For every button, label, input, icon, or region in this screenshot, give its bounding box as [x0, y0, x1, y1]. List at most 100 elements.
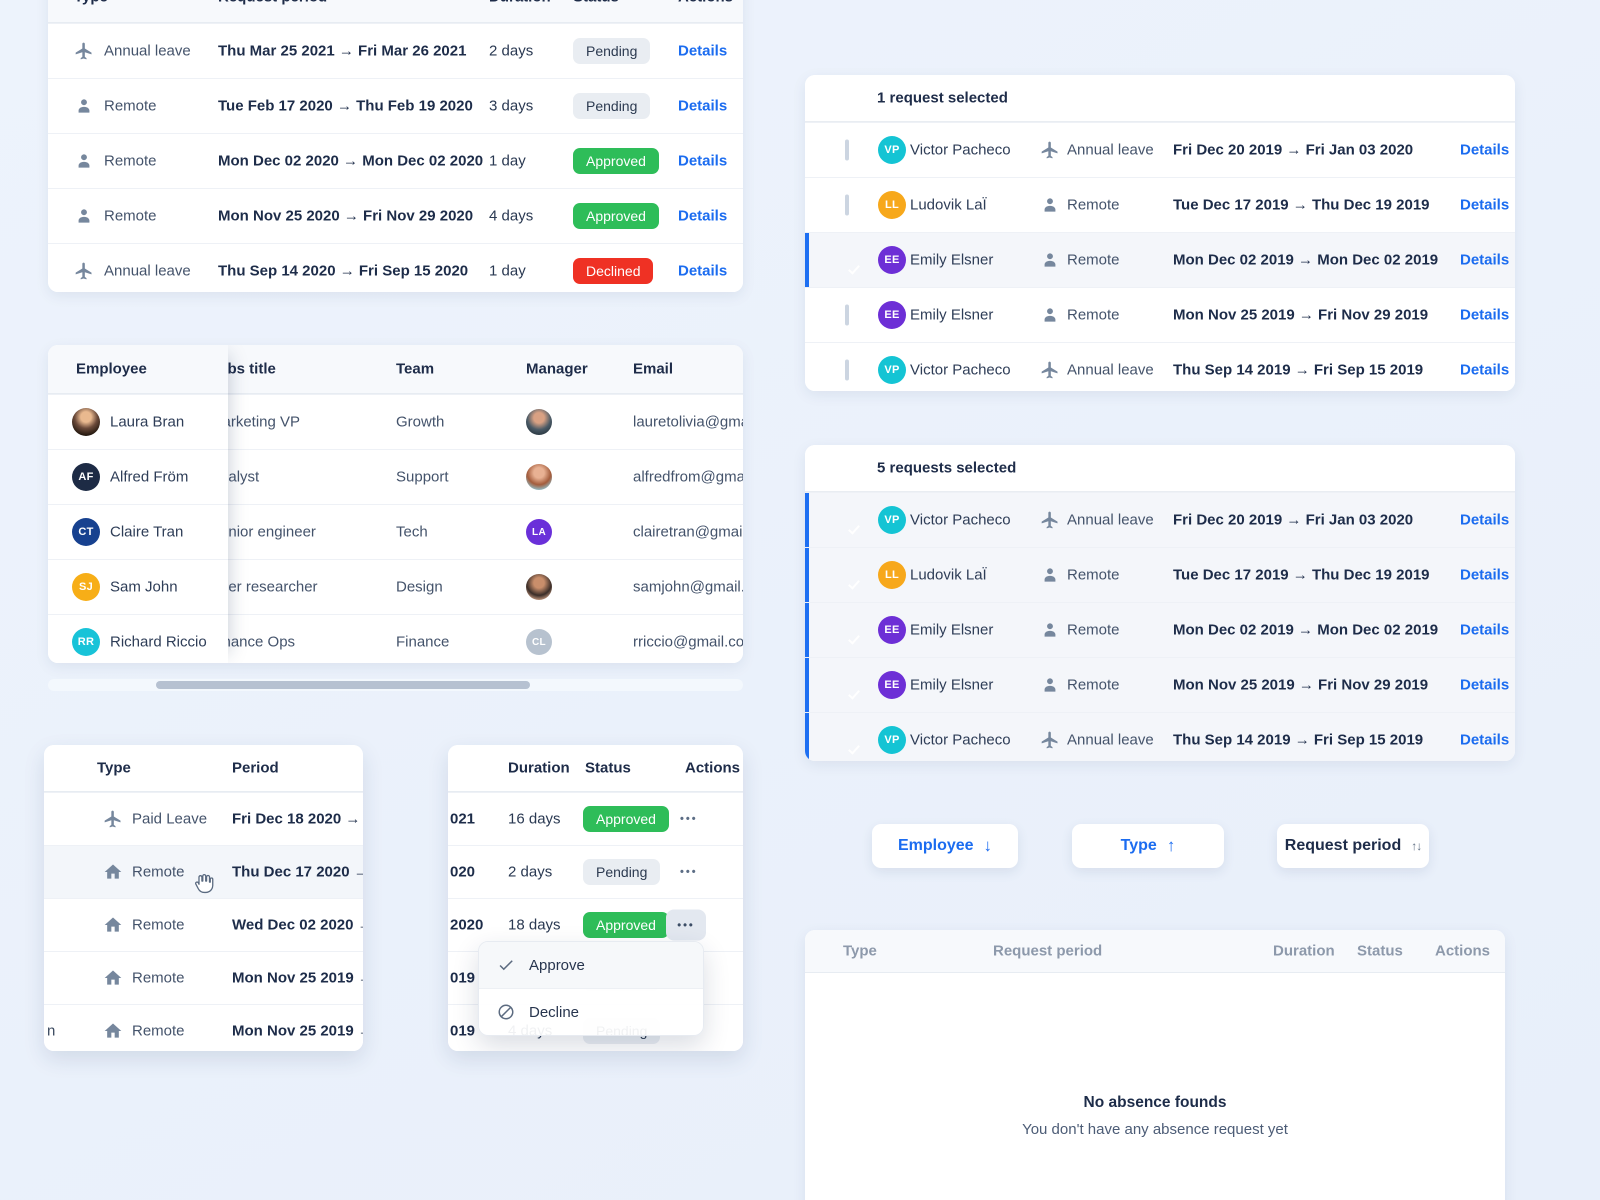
- details-link[interactable]: Details: [1460, 306, 1510, 324]
- period-value: Tue Feb 17 2020 → Thu Feb 19 2020: [218, 97, 473, 115]
- details-link[interactable]: Details: [678, 42, 728, 60]
- period-value: Mon Nov 25 2019 →: [232, 1022, 363, 1040]
- selection-count-label: 1 request selected: [877, 89, 1008, 107]
- sort-button-request-period[interactable]: Request period ↑↓: [1277, 824, 1429, 868]
- status-badge: Pending: [573, 93, 651, 119]
- details-link[interactable]: Details: [1460, 511, 1510, 529]
- job-title: Finance Ops: [210, 633, 296, 651]
- table-row-selected[interactable]: EE Emily Elsner Remote Mon Nov 25 2019 →…: [805, 657, 1515, 712]
- sort-button-employee[interactable]: Employee ↓: [872, 824, 1018, 868]
- type-label: Annual leave: [1067, 141, 1154, 159]
- column-header-manager[interactable]: Manager: [526, 360, 588, 378]
- row-checkbox[interactable]: [845, 304, 849, 326]
- status-badge: Declined: [573, 258, 654, 284]
- menu-item-approve[interactable]: Approve: [479, 942, 703, 989]
- table-row[interactable]: Remote Mon Nov 25 2020 → Fri Nov 29 2020…: [48, 188, 743, 243]
- details-link[interactable]: Details: [678, 97, 728, 115]
- period-value: Mon Nov 25 2019 → Fri Nov 29 2019: [1173, 306, 1429, 324]
- more-actions-button-active[interactable]: •••: [666, 909, 706, 941]
- table-row[interactable]: Remote Mon Nov 25 2019 →: [44, 951, 363, 1004]
- duration-value: 2 days: [489, 42, 534, 60]
- details-link[interactable]: Details: [678, 152, 728, 170]
- column-header-status[interactable]: Status: [573, 0, 619, 6]
- table-row-selected[interactable]: EE Emily Elsner Remote Mon Dec 02 2019 →…: [805, 602, 1515, 657]
- home-icon: [103, 968, 123, 988]
- employee-avatar: RR: [72, 628, 100, 656]
- row-checkbox[interactable]: [845, 194, 849, 216]
- column-header-type[interactable]: Type: [843, 942, 877, 960]
- table-row[interactable]: VP Victor Pacheco Annual leave Fri Dec 2…: [805, 122, 1515, 177]
- column-header-type[interactable]: Type: [97, 759, 131, 777]
- details-link[interactable]: Details: [1460, 566, 1510, 584]
- table-row[interactable]: Paid Leave Fri Dec 18 2020 → S: [44, 792, 363, 845]
- more-actions-button[interactable]: •••: [680, 813, 698, 825]
- row-checkbox[interactable]: [845, 139, 849, 161]
- table-row[interactable]: 020 2 days Pending •••: [448, 845, 743, 898]
- table-row[interactable]: LL Ludovik LaÏ Remote Tue Dec 17 2019 → …: [805, 177, 1515, 232]
- table-row[interactable]: Remote Tue Feb 17 2020 → Thu Feb 19 2020…: [48, 78, 743, 133]
- column-header-period[interactable]: Request period: [218, 0, 327, 6]
- plane-icon: [74, 41, 94, 61]
- column-header-duration[interactable]: Duration: [508, 759, 570, 777]
- details-link[interactable]: Details: [678, 262, 728, 280]
- sort-button-type[interactable]: Type ↑: [1072, 824, 1224, 868]
- table-row[interactable]: Annual leave Thu Mar 25 2021 → Fri Mar 2…: [48, 23, 743, 78]
- employee-name: Victor Pacheco: [910, 141, 1011, 159]
- table-row-selected[interactable]: VP Victor Pacheco Annual leave Thu Sep 1…: [805, 712, 1515, 761]
- details-link[interactable]: Details: [1460, 676, 1510, 694]
- details-link[interactable]: Details: [1460, 251, 1510, 269]
- details-link[interactable]: Details: [1460, 196, 1510, 214]
- column-header-team[interactable]: Team: [396, 360, 435, 378]
- column-header-actions: Actions: [1435, 942, 1491, 960]
- plane-icon: [74, 261, 94, 281]
- column-header-duration[interactable]: Duration: [489, 0, 551, 6]
- table-row-selected[interactable]: VP Victor Pacheco Annual leave Fri Dec 2…: [805, 492, 1515, 547]
- row-checkbox[interactable]: [845, 359, 849, 381]
- horizontal-scrollbar-thumb[interactable]: [156, 681, 530, 689]
- column-header-employee[interactable]: Employee: [76, 360, 147, 378]
- table-row[interactable]: EE Emily Elsner Remote Mon Nov 25 2019 →…: [805, 287, 1515, 342]
- type-label: Remote: [104, 97, 157, 115]
- plane-icon: [1040, 510, 1060, 530]
- manager-avatar: [526, 409, 552, 435]
- table-row[interactable]: Remote Wed Dec 02 2020 →: [44, 898, 363, 951]
- table-row-selected[interactable]: LL Ludovik LaÏ Remote Tue Dec 17 2019 → …: [805, 547, 1515, 602]
- status-badge: Pending: [583, 859, 661, 885]
- empty-state-subtitle: You don't have any absence request yet: [1022, 1121, 1288, 1138]
- column-header-status[interactable]: Status: [1357, 942, 1403, 960]
- table-row[interactable]: 021 16 days Approved •••: [448, 792, 743, 845]
- details-link[interactable]: Details: [1460, 731, 1510, 749]
- period-value: Fri Dec 18 2020 → S: [232, 810, 363, 828]
- column-header-type[interactable]: Type: [74, 0, 108, 6]
- manager-avatar: [526, 574, 552, 600]
- email: clairetran@gmail.com: [633, 523, 743, 541]
- details-link[interactable]: Details: [1460, 141, 1510, 159]
- person-icon: [74, 206, 94, 226]
- column-header-status[interactable]: Status: [585, 759, 631, 777]
- details-link[interactable]: Details: [1460, 621, 1510, 639]
- grab-cursor-icon: [195, 873, 214, 894]
- more-actions-button[interactable]: •••: [680, 866, 698, 878]
- table-row[interactable]: n Remote Mon Nov 25 2019 →: [44, 1004, 363, 1051]
- employee-avatar: EE: [878, 616, 906, 644]
- table-row[interactable]: Remote Mon Dec 02 2020 → Mon Dec 02 2020…: [48, 133, 743, 188]
- period-value: Wed Dec 02 2020 →: [232, 916, 363, 934]
- column-header-period[interactable]: Period: [232, 759, 279, 777]
- column-header-duration[interactable]: Duration: [1273, 942, 1335, 960]
- table-row-hovered[interactable]: Remote Thu Dec 17 2020 → S: [44, 845, 363, 898]
- details-link[interactable]: Details: [678, 207, 728, 225]
- arrow-up-icon: ↑: [1166, 836, 1176, 855]
- type-label: Annual leave: [1067, 731, 1154, 749]
- table-row[interactable]: Annual leave Thu Sep 14 2020 → Fri Sep 1…: [48, 243, 743, 292]
- job-title: User researcher: [210, 578, 318, 596]
- details-link[interactable]: Details: [1460, 361, 1510, 379]
- horizontal-scrollbar-track[interactable]: [48, 679, 743, 691]
- column-header-email[interactable]: Email: [633, 360, 674, 378]
- employee-name: Alfred Fröm: [110, 468, 189, 486]
- person-icon: [1040, 565, 1060, 585]
- menu-item-decline[interactable]: Decline: [479, 989, 703, 1035]
- table-row[interactable]: VP Victor Pacheco Annual leave Thu Sep 1…: [805, 342, 1515, 391]
- column-header-period[interactable]: Request period: [993, 942, 1103, 960]
- table-row-selected[interactable]: EE Emily Elsner Remote Mon Dec 02 2019 →…: [805, 232, 1515, 287]
- type-label: Remote: [132, 969, 185, 987]
